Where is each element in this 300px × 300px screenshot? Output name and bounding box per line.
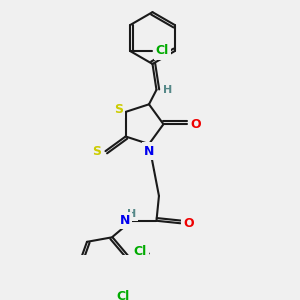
Text: H: H bbox=[127, 209, 136, 219]
Text: N: N bbox=[144, 145, 154, 158]
Text: N: N bbox=[119, 214, 130, 227]
Text: O: O bbox=[184, 217, 194, 230]
Text: Cl: Cl bbox=[156, 44, 169, 58]
Text: H: H bbox=[163, 85, 172, 95]
Text: Cl: Cl bbox=[117, 290, 130, 300]
Text: Cl: Cl bbox=[133, 244, 146, 257]
Text: O: O bbox=[190, 118, 201, 131]
Text: S: S bbox=[92, 145, 101, 158]
Text: S: S bbox=[114, 103, 123, 116]
